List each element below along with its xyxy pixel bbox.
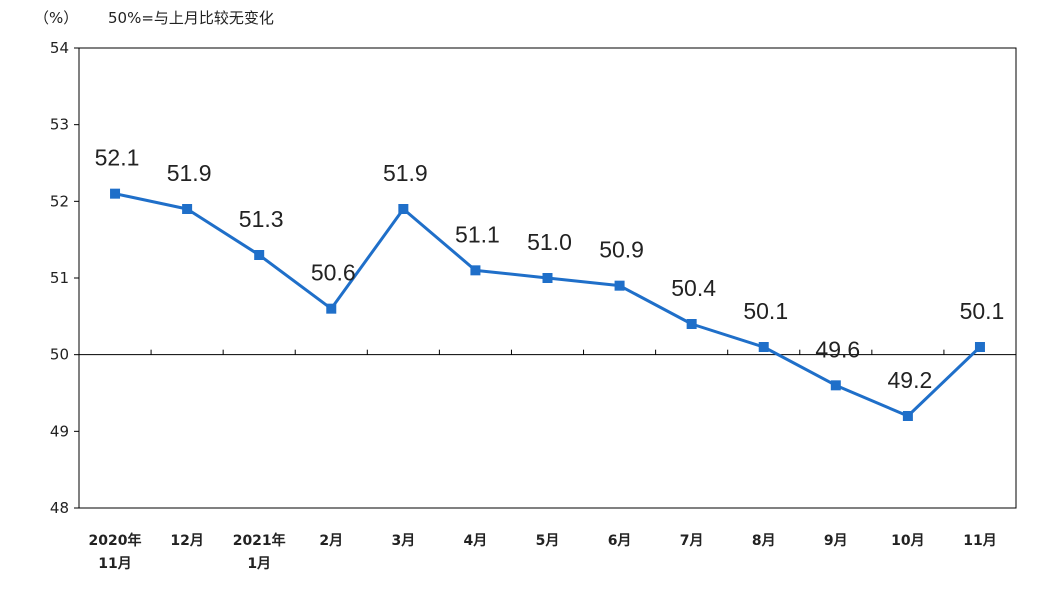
data-point (974, 342, 985, 352)
x-tick-label: 2020年 11月 (89, 532, 142, 572)
data-label: 50.4 (671, 275, 716, 301)
data-label: 49.2 (888, 367, 933, 393)
y-tick-label: 48 (50, 499, 69, 517)
x-tick-label: 5月 (536, 533, 560, 549)
data-label: 51.9 (167, 160, 212, 186)
x-tick-label: 8月 (752, 533, 776, 549)
x-tick-label: 2月 (319, 533, 343, 549)
data-label: 51.1 (455, 221, 500, 247)
data-point (110, 188, 121, 199)
data-point (254, 250, 265, 260)
data-label: 51.0 (527, 229, 572, 255)
y-tick-label: 51 (50, 269, 69, 287)
y-tick-label: 54 (50, 39, 69, 57)
data-point (182, 204, 193, 214)
data-point (470, 265, 481, 276)
x-tick-label: 11月 (963, 533, 996, 549)
x-tick-label: 4月 (464, 533, 488, 549)
data-point (758, 342, 769, 352)
x-tick-label: 12月 (170, 533, 203, 549)
data-label: 51.9 (383, 160, 428, 186)
x-tick-label: 9月 (824, 533, 848, 549)
y-tick-label: 53 (50, 116, 69, 134)
plot-area: 48 49 50 51 52 53 54 2020年 11月 12月 2021年 1月 2月 3月 4月 5月… (50, 39, 1017, 572)
data-label: 50.6 (311, 260, 356, 286)
data-point (326, 303, 337, 314)
data-point (542, 273, 553, 283)
data-label: 50.1 (743, 298, 788, 324)
data-point (398, 204, 409, 214)
unit-label: （%） (34, 9, 78, 27)
data-label: 50.9 (599, 237, 644, 263)
data-point (830, 380, 841, 391)
x-tick-label: 2021年 1月 (233, 532, 286, 572)
x-tick-label: 3月 (391, 533, 415, 549)
data-label: 50.1 (960, 298, 1005, 324)
x-tick-label: 6月 (608, 533, 632, 549)
y-tick-label: 50 (50, 346, 69, 364)
data-label: 51.3 (239, 206, 284, 232)
data-point (902, 411, 913, 421)
y-tick-label: 52 (50, 192, 69, 210)
reference-note: 50%=与上月比较无变化 (108, 9, 274, 27)
data-point (614, 280, 625, 291)
x-tick-label: 10月 (891, 533, 924, 549)
data-label: 52.1 (95, 145, 140, 171)
data-point (686, 319, 697, 329)
x-tick-label: 7月 (680, 533, 704, 549)
data-label: 49.6 (815, 336, 860, 362)
y-tick-label: 49 (50, 422, 69, 440)
